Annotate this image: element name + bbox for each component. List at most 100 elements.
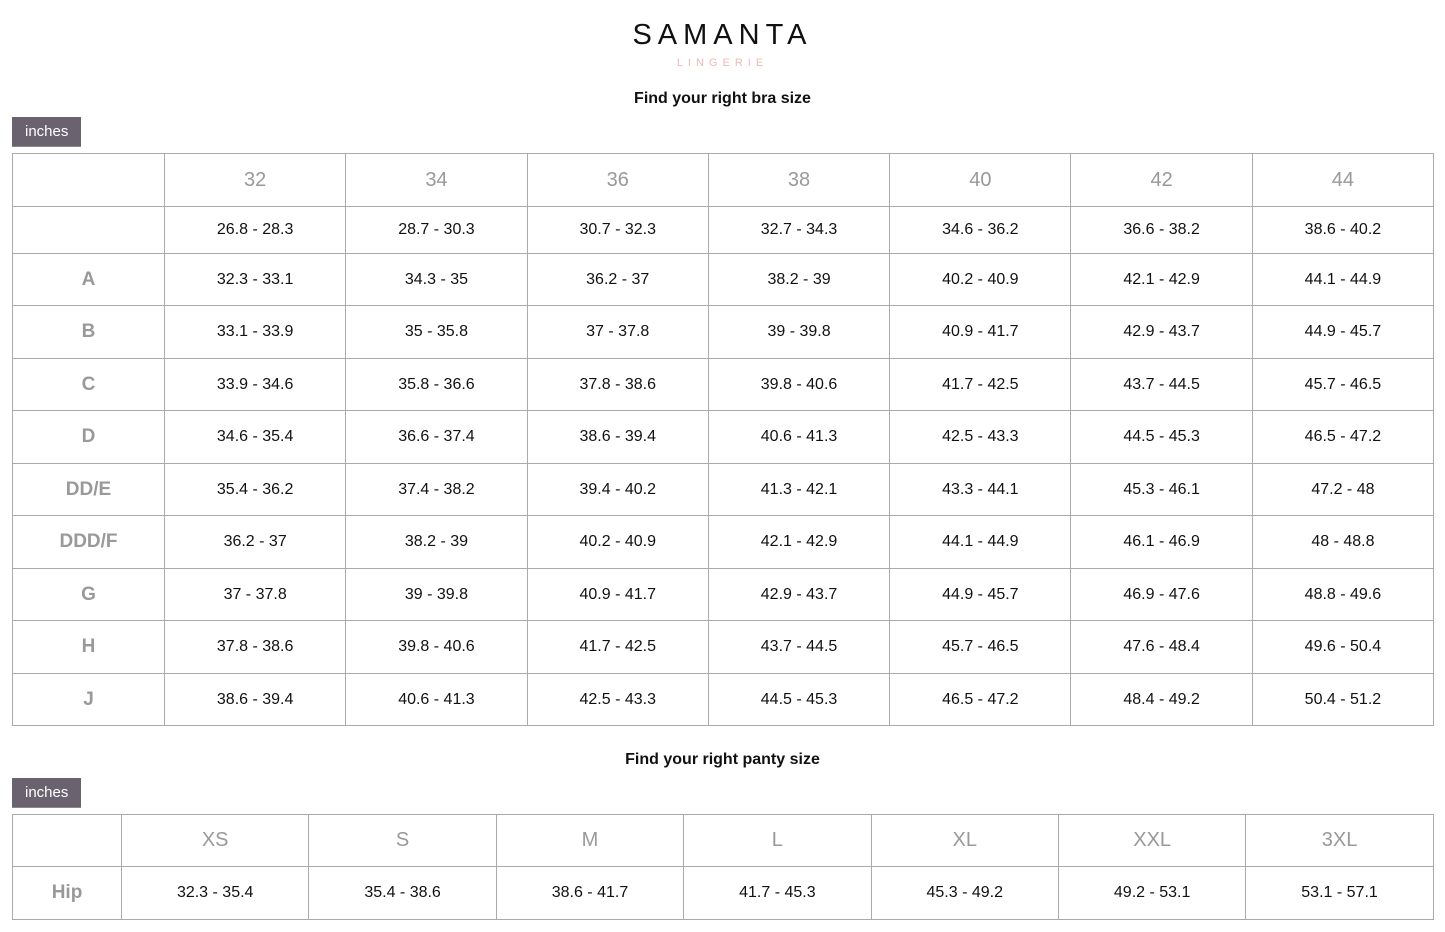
size-range-cell: 45.7 - 46.5 (889, 620, 1072, 674)
size-range-cell: 46.5 - 47.2 (1251, 410, 1435, 464)
column-header: 40 (889, 153, 1072, 207)
size-range-cell: 39.4 - 40.2 (526, 463, 709, 516)
size-range-cell: 46.1 - 46.9 (1070, 515, 1253, 569)
column-header: XS (120, 814, 310, 867)
size-range-cell: 48 - 48.8 (1251, 515, 1435, 569)
size-range-cell: 38.6 - 39.4 (526, 410, 709, 464)
size-range-cell: 38.6 - 39.4 (163, 673, 347, 726)
size-range-cell: 40.6 - 41.3 (345, 673, 528, 726)
size-range-cell: 44.5 - 45.3 (707, 673, 891, 726)
size-range-cell: 30.7 - 32.3 (526, 206, 709, 254)
size-range-cell: 42.1 - 42.9 (1070, 253, 1253, 306)
size-range-cell: 39 - 39.8 (345, 568, 528, 621)
column-header: 3XL (1245, 814, 1434, 867)
size-range-cell: 42.5 - 43.3 (889, 410, 1072, 464)
size-range-cell: 40.9 - 41.7 (526, 568, 709, 621)
panty-unit-tab[interactable]: inches (12, 778, 82, 808)
column-header: 42 (1070, 153, 1253, 207)
size-range-cell: 34.3 - 35 (345, 253, 528, 306)
size-range-cell: 44.5 - 45.3 (1070, 410, 1253, 464)
size-range-cell: 40.9 - 41.7 (889, 305, 1072, 359)
size-range-cell: 41.3 - 42.1 (707, 463, 891, 516)
size-range-cell: 34.6 - 36.2 (889, 206, 1072, 254)
size-range-cell: 39.8 - 40.6 (345, 620, 528, 674)
brand-logo: SAMANTA LINGERIE (0, 18, 1445, 69)
column-header: L (683, 814, 872, 867)
row-label: H (12, 620, 165, 674)
size-range-cell: 42.5 - 43.3 (526, 673, 709, 726)
size-range-cell: 41.7 - 45.3 (683, 866, 872, 920)
size-range-cell: 37.4 - 38.2 (345, 463, 528, 516)
size-range-cell: 46.5 - 47.2 (889, 673, 1072, 726)
size-range-cell: 38.6 - 41.7 (495, 866, 685, 920)
table-row: Hip 32.3 - 35.4 35.4 - 38.6 38.6 - 41.7 41.7… (12, 866, 1434, 920)
size-range-cell: 35.4 - 38.6 (308, 866, 497, 920)
row-label: DDD/F (12, 515, 165, 569)
column-header: XXL (1057, 814, 1247, 867)
row-label (12, 206, 165, 254)
size-range-cell: 43.7 - 44.5 (1070, 358, 1253, 411)
row-label: C (12, 358, 165, 411)
size-range-cell: 36.6 - 38.2 (1070, 206, 1253, 254)
row-label: G (12, 568, 165, 621)
brand-tagline: LINGERIE (676, 57, 769, 69)
bra-size-table: 32 34 36 38 40 42 44 26.8 - 28.3 28.7 - 30.3 30.7… (12, 153, 1435, 726)
row-label: Hip (12, 866, 122, 920)
size-range-cell: 37.8 - 38.6 (163, 620, 347, 674)
table-row: H 37.8 - 38.6 39.8 - 40.6 41.7 - 42.5 43.7 -… (12, 620, 1435, 674)
size-range-cell: 47.2 - 48 (1251, 463, 1435, 516)
table-row: B 33.1 - 33.9 35 - 35.8 37 - 37.8 39 - 39.8 4… (12, 305, 1435, 359)
bra-unit-tab[interactable]: inches (12, 117, 82, 147)
size-range-cell: 37 - 37.8 (163, 568, 347, 621)
size-range-cell: 38.6 - 40.2 (1251, 206, 1435, 254)
size-range-cell: 38.2 - 39 (707, 253, 891, 306)
size-range-cell: 45.3 - 46.1 (1070, 463, 1253, 516)
size-range-cell: 43.7 - 44.5 (707, 620, 891, 674)
size-range-cell: 36.2 - 37 (163, 515, 347, 569)
size-range-cell: 37 - 37.8 (526, 305, 709, 359)
size-range-cell: 35.8 - 36.6 (345, 358, 528, 411)
size-range-cell: 41.7 - 42.5 (889, 358, 1072, 411)
size-range-cell: 45.3 - 49.2 (870, 866, 1059, 920)
size-range-cell: 37.8 - 38.6 (526, 358, 709, 411)
size-range-cell: 39 - 39.8 (707, 305, 891, 359)
panty-size-table: XS S M L XL XXL 3XL Hip 32.3 - 35.4 35.4 - 38.6 38… (12, 814, 1434, 920)
size-range-cell: 46.9 - 47.6 (1070, 568, 1253, 621)
size-range-cell: 33.9 - 34.6 (163, 358, 347, 411)
row-label: J (12, 673, 165, 726)
column-header: 38 (707, 153, 891, 207)
table-row: DDD/F 36.2 - 37 38.2 - 39 40.2 - 40.9 42.1 -… (12, 515, 1435, 569)
corner-cell (12, 153, 165, 207)
size-range-cell: 32.7 - 34.3 (707, 206, 891, 254)
size-range-cell: 35.4 - 36.2 (163, 463, 347, 516)
size-range-cell: 35 - 35.8 (345, 305, 528, 359)
panty-size-title: Find your right panty size (625, 751, 820, 768)
size-range-cell: 40.2 - 40.9 (526, 515, 709, 569)
size-range-cell: 36.6 - 37.4 (345, 410, 528, 464)
size-range-cell: 42.1 - 42.9 (707, 515, 891, 569)
table-row: C 33.9 - 34.6 35.8 - 36.6 37.8 - 38.6 39.8 -… (12, 358, 1435, 411)
size-range-cell: 45.7 - 46.5 (1251, 358, 1435, 411)
column-header: 44 (1251, 153, 1435, 207)
size-range-cell: 49.6 - 50.4 (1251, 620, 1435, 674)
table-row: G 37 - 37.8 39 - 39.8 40.9 - 41.7 42.9 - 43.… (12, 568, 1435, 621)
size-range-cell: 50.4 - 51.2 (1251, 673, 1435, 726)
size-range-cell: 47.6 - 48.4 (1070, 620, 1253, 674)
size-range-cell: 44.1 - 44.9 (889, 515, 1072, 569)
size-range-cell: 48.8 - 49.6 (1251, 568, 1435, 621)
column-header: S (308, 814, 497, 867)
size-range-cell: 33.1 - 33.9 (163, 305, 347, 359)
row-label: DD/E (12, 463, 165, 516)
table-row: A 32.3 - 33.1 34.3 - 35 36.2 - 37 38.2 - 39 4… (12, 253, 1435, 306)
size-range-cell: 41.7 - 42.5 (526, 620, 709, 674)
size-range-cell: 48.4 - 49.2 (1070, 673, 1253, 726)
size-range-cell: 39.8 - 40.6 (707, 358, 891, 411)
header-row: 32 34 36 38 40 42 44 (12, 153, 1435, 207)
size-range-cell: 53.1 - 57.1 (1245, 866, 1434, 920)
row-label: A (12, 253, 165, 306)
corner-cell (12, 814, 122, 867)
column-header: 36 (526, 153, 709, 207)
brand-name: SAMANTA (632, 19, 813, 51)
column-header: 32 (163, 153, 347, 207)
bra-size-title: Find your right bra size (634, 90, 811, 107)
